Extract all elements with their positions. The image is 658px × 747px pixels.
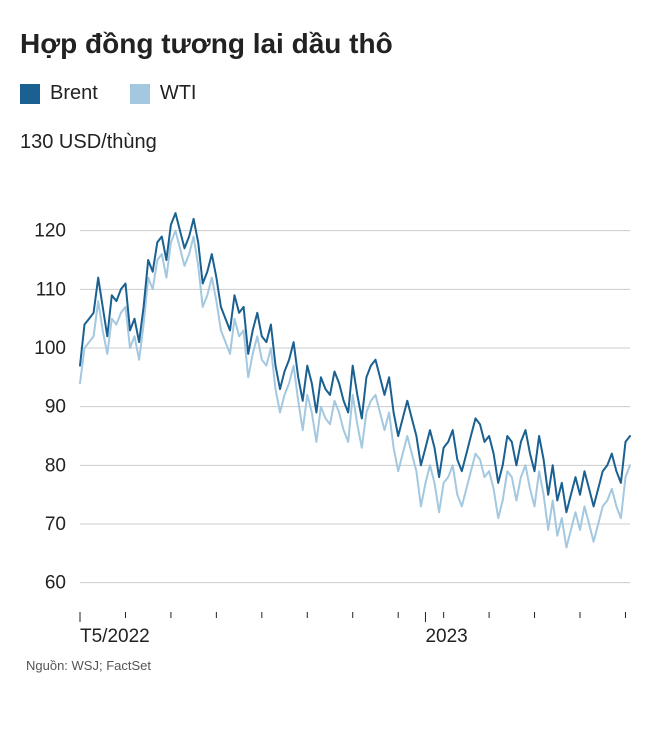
svg-text:120: 120 xyxy=(34,221,66,242)
svg-text:110: 110 xyxy=(36,279,66,300)
svg-text:70: 70 xyxy=(45,514,66,535)
plot-area: 60 70 80 90 100 110 120 T5/2022 2023 xyxy=(20,166,640,654)
legend: Brent WTI xyxy=(20,82,638,105)
svg-text:100: 100 xyxy=(34,338,66,359)
series-line-wti xyxy=(80,231,630,548)
line-chart-svg: 60 70 80 90 100 110 120 T5/2022 2023 xyxy=(20,166,640,654)
svg-text:90: 90 xyxy=(45,397,66,418)
y-axis-unit-label: 130 USD/thùng xyxy=(20,131,638,154)
chart-container: Hợp đồng tương lai dầu thô Brent WTI 130… xyxy=(0,0,658,685)
svg-text:60: 60 xyxy=(45,573,66,594)
svg-text:80: 80 xyxy=(45,455,66,476)
legend-label-brent: Brent xyxy=(50,82,98,105)
source-label: Nguồn: WSJ; FactSet xyxy=(20,658,638,673)
svg-text:2023: 2023 xyxy=(425,626,467,647)
legend-label-wti: WTI xyxy=(160,82,197,105)
legend-swatch-brent xyxy=(20,84,40,104)
chart-title: Hợp đồng tương lai dầu thô xyxy=(20,28,638,60)
legend-item-brent: Brent xyxy=(20,82,98,105)
legend-swatch-wti xyxy=(130,84,150,104)
legend-item-wti: WTI xyxy=(130,82,197,105)
svg-text:T5/2022: T5/2022 xyxy=(80,626,150,647)
